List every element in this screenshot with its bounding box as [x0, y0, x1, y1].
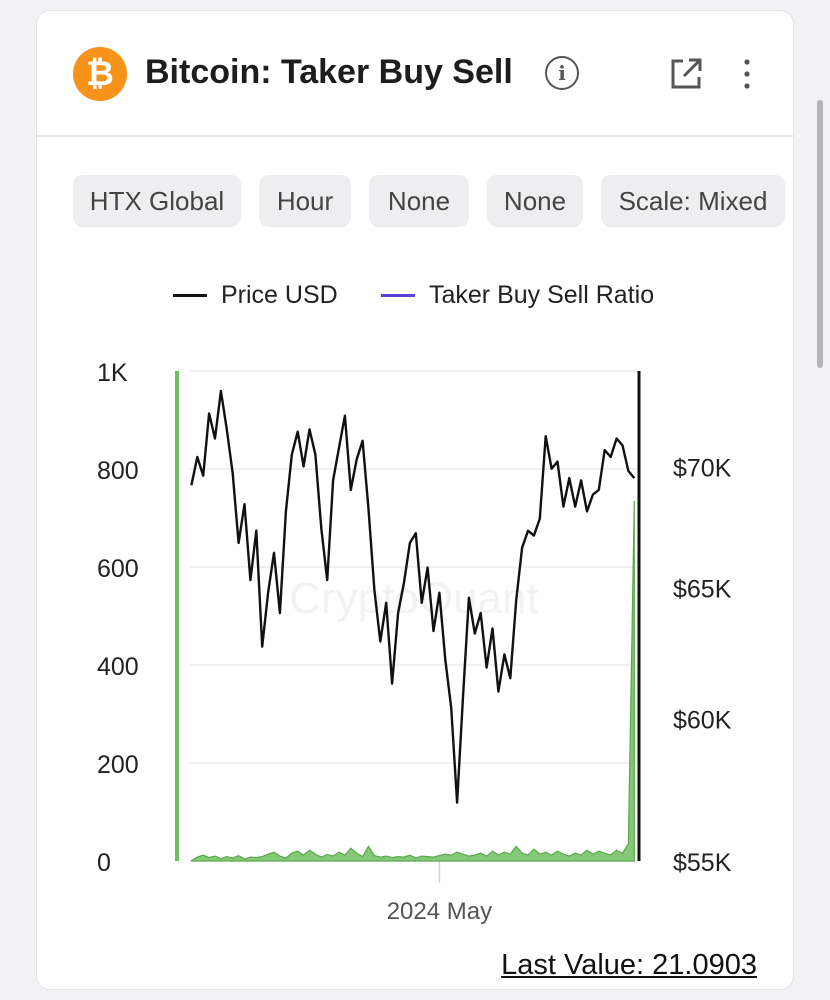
- left-axis-tick-label: 800: [97, 457, 139, 485]
- info-icon[interactable]: i: [545, 56, 579, 90]
- legend-item-ratio[interactable]: Taker Buy Sell Ratio: [381, 281, 654, 310]
- more-vertical-icon[interactable]: [735, 55, 759, 93]
- left-axis-tick-label: 400: [97, 653, 139, 681]
- legend-swatch-price: [173, 294, 207, 297]
- chart-watermark: CryptoQuant: [289, 574, 538, 623]
- interval-filter-chip[interactable]: Hour: [259, 175, 351, 227]
- legend-item-price[interactable]: Price USD: [173, 281, 338, 310]
- price-series-line: [190, 389, 636, 804]
- chart-plot[interactable]: 0 200 400 600 800 1K $55K $60K $65K $70K 2024 May C…: [37, 341, 794, 931]
- last-value-label: Last Value: 21.0903: [501, 949, 757, 981]
- chart-card: ₿ Bitcoin: Taker Buy Sell i HTX Global H…: [36, 10, 794, 990]
- legend-label-ratio: Taker Buy Sell Ratio: [429, 281, 655, 309]
- left-axis-tick-label: 1K: [97, 359, 128, 387]
- right-axis-tick-label: $55K: [673, 849, 732, 877]
- page-scrollbar-thumb[interactable]: [817, 100, 823, 368]
- chart-legend: Price USD Taker Buy Sell Ratio: [37, 281, 793, 321]
- ratio-series-area: [190, 500, 635, 862]
- right-axis-tick-label: $60K: [673, 707, 732, 735]
- card-header: ₿ Bitcoin: Taker Buy Sell i: [37, 11, 793, 137]
- x-axis-tick-label: 2024 May: [387, 898, 492, 925]
- external-link-icon[interactable]: [667, 55, 705, 93]
- right-axis-tick-label: $70K: [673, 454, 732, 482]
- left-axis-tick-label: 600: [97, 555, 139, 583]
- indicator-filter-chip[interactable]: None: [369, 175, 469, 227]
- scale-filter-chip[interactable]: Scale: Mixed: [601, 175, 785, 227]
- chart-title: Bitcoin: Taker Buy Sell: [145, 53, 513, 91]
- bitcoin-logo-icon: ₿: [73, 47, 127, 101]
- legend-label-price: Price USD: [221, 281, 338, 309]
- exchange-filter-chip[interactable]: HTX Global: [73, 175, 241, 227]
- right-axis-tick-label: $65K: [673, 576, 732, 604]
- legend-swatch-ratio: [381, 294, 415, 297]
- left-axis-tick-label: 0: [97, 849, 111, 877]
- left-axis-tick-label: 200: [97, 751, 139, 779]
- comparison-filter-chip[interactable]: None: [487, 175, 583, 227]
